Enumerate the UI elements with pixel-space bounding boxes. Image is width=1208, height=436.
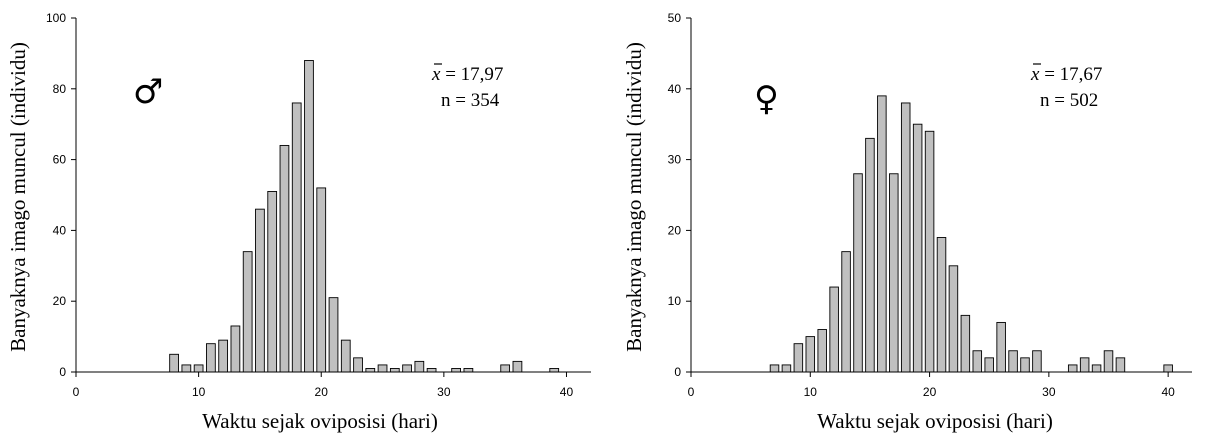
mean-symbol: x (1030, 64, 1040, 85)
x-tick-label: 40 (1161, 385, 1175, 399)
x-axis-label: Waktu sejak oviposisi (hari) (817, 409, 1053, 433)
bar (255, 208, 265, 373)
bar (781, 364, 792, 373)
bar (1067, 364, 1078, 373)
y-tick-label: 50 (668, 11, 682, 25)
bar (304, 60, 314, 373)
bar (402, 364, 412, 373)
bar (841, 251, 851, 373)
bar (936, 237, 947, 373)
x-tick-label: 40 (560, 385, 574, 399)
y-tick-label: 40 (53, 223, 67, 237)
bar (377, 364, 388, 373)
bar (877, 95, 887, 373)
bar (549, 368, 560, 373)
y-tick-label: 60 (53, 153, 67, 167)
x-tick-label: 10 (804, 385, 818, 399)
bar (1103, 350, 1114, 373)
chart-female: ♀ x = 17,67 n = 502 Waktu sejak oviposis… (622, 11, 1192, 433)
bar (948, 265, 959, 373)
y-tick-label: 40 (668, 82, 682, 96)
bar (817, 329, 827, 373)
x-tick-label: 0 (688, 385, 695, 399)
bar (279, 144, 290, 373)
mean-annotation: x = 17,97 (431, 64, 503, 85)
bar (1020, 357, 1030, 373)
x-tick-label: 20 (315, 385, 329, 399)
bar (242, 251, 253, 373)
bar (414, 360, 425, 373)
n-annotation: n = 354 (441, 90, 500, 111)
bar (181, 364, 192, 373)
mean-annotation: x = 17,67 (1030, 64, 1102, 85)
bar (169, 353, 179, 373)
bar (889, 173, 899, 373)
bar (451, 368, 461, 373)
y-tick-label: 100 (46, 11, 66, 25)
y-tick-label: 0 (59, 365, 66, 379)
bar (193, 364, 204, 373)
bar (865, 137, 875, 373)
bar (230, 325, 241, 373)
bar (900, 102, 911, 373)
mean-value: = 17,67 (1039, 64, 1102, 85)
y-tick-label: 0 (674, 365, 681, 379)
bar (924, 130, 935, 373)
male-symbol: ♂ (133, 72, 163, 112)
bar (1032, 350, 1042, 373)
bar (340, 339, 351, 373)
bar (912, 123, 923, 373)
y-tick-label: 30 (668, 153, 682, 167)
y-axis-label: Banyaknya imago muncul (individu) (6, 42, 30, 352)
bar (218, 339, 229, 373)
x-axis-label: Waktu sejak oviposisi (hari) (202, 409, 438, 433)
bar (389, 368, 400, 373)
x-tick-label: 20 (923, 385, 937, 399)
mean-value: = 17,97 (440, 64, 503, 85)
x-tick-label: 30 (437, 385, 451, 399)
n-annotation: n = 502 (1040, 90, 1098, 111)
y-tick-label: 20 (668, 223, 682, 237)
x-tick-label: 0 (73, 385, 80, 399)
bar (512, 360, 523, 373)
x-tick-label: 10 (192, 385, 206, 399)
bar (1008, 350, 1018, 373)
female-symbol: ♀ (754, 79, 779, 119)
bar (267, 191, 278, 373)
bar (984, 357, 994, 373)
bar (1115, 357, 1126, 373)
bar (206, 343, 216, 373)
bar (291, 102, 302, 373)
chart-male: ♂ x = 17,97 n = 354 Waktu sejak oviposis… (6, 11, 591, 433)
bar (1163, 364, 1173, 373)
bar (463, 368, 474, 373)
x-tick-label: 30 (1042, 385, 1056, 399)
bar (996, 321, 1006, 373)
bar (972, 350, 983, 373)
y-tick-label: 80 (53, 82, 67, 96)
bar (1079, 357, 1090, 373)
bar (853, 173, 863, 373)
y-axis-label: Banyaknya imago muncul (individu) (622, 42, 646, 352)
bar (365, 368, 376, 373)
mean-symbol: x (431, 64, 441, 85)
bar (960, 314, 971, 373)
bar (316, 187, 327, 373)
y-tick-label: 10 (668, 294, 682, 308)
bar (328, 297, 339, 373)
bar (500, 364, 511, 373)
bar (426, 368, 437, 373)
bar (353, 357, 363, 373)
bar (805, 336, 816, 373)
bar (793, 343, 804, 373)
bar (1091, 364, 1102, 373)
bar (769, 364, 780, 373)
bar (829, 286, 839, 373)
y-tick-label: 20 (53, 294, 67, 308)
